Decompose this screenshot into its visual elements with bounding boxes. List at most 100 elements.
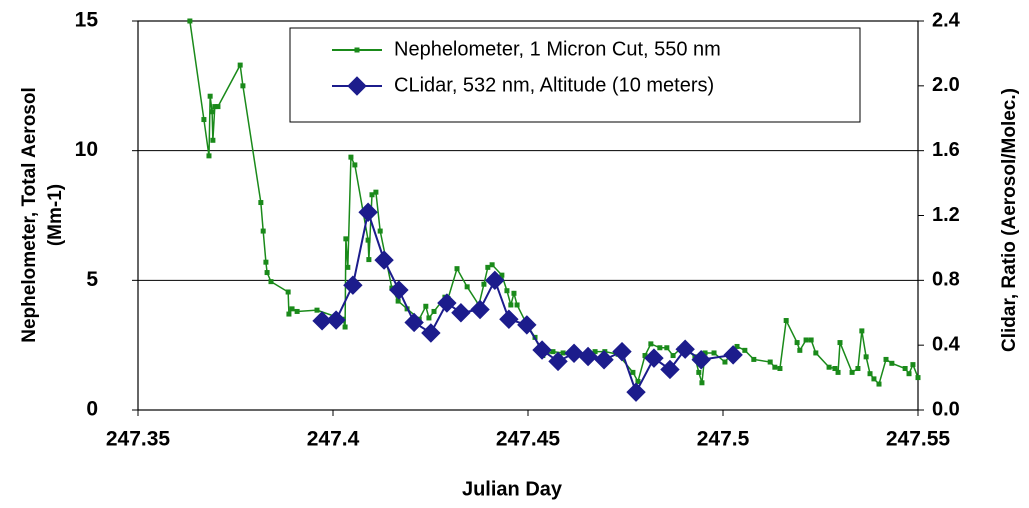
data-point bbox=[365, 237, 371, 243]
data-point bbox=[286, 311, 292, 317]
data-point bbox=[210, 137, 216, 143]
data-point bbox=[783, 318, 789, 324]
data-point bbox=[342, 324, 348, 330]
legend-marker bbox=[347, 76, 367, 96]
y2-tick-label: 1.2 bbox=[932, 204, 960, 226]
data-point bbox=[578, 346, 598, 367]
data-point bbox=[508, 302, 514, 308]
data-point bbox=[514, 302, 520, 308]
data-point bbox=[803, 337, 809, 343]
data-point bbox=[366, 257, 372, 263]
data-point bbox=[550, 349, 556, 355]
data-point bbox=[670, 353, 676, 359]
data-point bbox=[657, 345, 663, 351]
data-point bbox=[352, 162, 358, 168]
data-point bbox=[644, 348, 664, 368]
data-point bbox=[832, 366, 838, 372]
data-point bbox=[499, 309, 519, 329]
data-point bbox=[437, 293, 457, 313]
y-tick-label: 10 bbox=[75, 138, 98, 161]
data-point bbox=[314, 307, 320, 313]
x-tick-label: 247.55 bbox=[886, 428, 951, 451]
data-point bbox=[517, 315, 537, 335]
data-point bbox=[859, 328, 865, 334]
data-point bbox=[734, 343, 740, 349]
legend-label: Nephelometer, 1 Micron Cut, 550 nm bbox=[394, 38, 721, 60]
data-point bbox=[813, 350, 819, 356]
data-point bbox=[511, 290, 517, 296]
data-point bbox=[664, 345, 670, 351]
y2-tick-label: 0.8 bbox=[932, 269, 960, 291]
data-point bbox=[794, 340, 800, 346]
y2-tick-label: 2.0 bbox=[932, 74, 960, 96]
data-point bbox=[377, 228, 383, 234]
data-point bbox=[499, 272, 505, 278]
data-point bbox=[675, 339, 695, 359]
data-point bbox=[294, 308, 300, 314]
y2-tick-label: 0.0 bbox=[932, 398, 960, 420]
data-point bbox=[464, 284, 470, 290]
y-tick-label: 0 bbox=[86, 398, 98, 421]
data-point bbox=[612, 341, 632, 362]
data-point bbox=[867, 371, 873, 377]
data-point bbox=[532, 340, 552, 360]
x-axis-title: Julian Day bbox=[462, 478, 563, 500]
data-point bbox=[835, 369, 841, 375]
data-point bbox=[772, 364, 778, 370]
data-point bbox=[742, 347, 748, 353]
y2-axis-title: Clidar, Ratio (Aerosol/Molec.) bbox=[999, 88, 1020, 352]
data-point bbox=[470, 299, 490, 320]
data-point bbox=[702, 350, 708, 356]
data-point bbox=[871, 376, 877, 382]
data-point bbox=[240, 83, 246, 89]
data-point bbox=[504, 288, 510, 294]
data-point bbox=[258, 200, 264, 206]
data-point bbox=[260, 228, 266, 234]
data-point bbox=[910, 362, 916, 368]
data-point bbox=[389, 280, 409, 300]
data-point bbox=[777, 366, 783, 372]
data-point bbox=[187, 18, 193, 24]
x-tick-label: 247.5 bbox=[697, 428, 750, 451]
plot-frame bbox=[137, 20, 919, 411]
data-point bbox=[630, 369, 636, 375]
data-point bbox=[699, 380, 705, 386]
data-point bbox=[285, 289, 291, 295]
data-point bbox=[711, 350, 717, 356]
data-point bbox=[876, 381, 882, 387]
y-tick-label: 5 bbox=[86, 268, 98, 291]
data-point bbox=[548, 351, 568, 372]
data-point bbox=[431, 308, 437, 314]
data-point bbox=[826, 364, 832, 370]
data-point bbox=[421, 323, 441, 343]
data-point bbox=[263, 259, 269, 265]
legend-box bbox=[289, 27, 861, 123]
data-point bbox=[751, 356, 757, 362]
legend-marker bbox=[354, 47, 360, 53]
legend-label: CLidar, 532 nm, Altitude (10 meters) bbox=[394, 74, 714, 96]
data-point bbox=[560, 350, 566, 356]
data-point bbox=[485, 264, 491, 270]
y2-tick-label: 1.6 bbox=[932, 139, 960, 161]
data-point bbox=[863, 354, 869, 360]
data-point bbox=[312, 311, 332, 331]
data-point bbox=[696, 369, 702, 375]
x-tick-label: 247.35 bbox=[106, 428, 171, 451]
data-point bbox=[264, 270, 270, 276]
x-tick-label: 247.45 bbox=[496, 428, 561, 451]
data-point bbox=[395, 298, 401, 304]
data-point bbox=[326, 310, 346, 330]
data-point bbox=[373, 189, 379, 195]
data-point bbox=[423, 303, 429, 309]
data-point bbox=[358, 202, 378, 222]
data-point bbox=[268, 279, 274, 285]
data-point bbox=[404, 312, 424, 333]
data-point bbox=[837, 340, 843, 346]
data-point bbox=[201, 117, 207, 123]
data-point bbox=[906, 371, 912, 377]
data-point bbox=[855, 366, 861, 372]
data-point bbox=[485, 270, 505, 291]
data-point bbox=[642, 353, 648, 359]
